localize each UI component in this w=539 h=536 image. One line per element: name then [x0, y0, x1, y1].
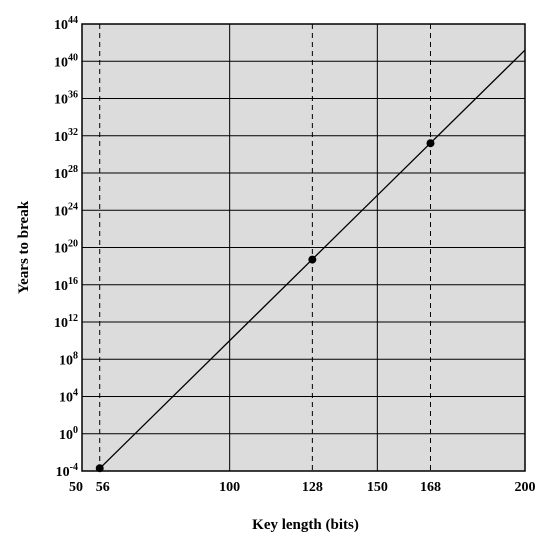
y-tick-label: 1040: [54, 52, 78, 70]
data-point: [95, 464, 104, 473]
y-tick-label: 1016: [54, 276, 78, 294]
trend-line: [96, 49, 525, 471]
x-tick-label: 150: [367, 480, 388, 495]
y-tick-label: 1028: [54, 164, 78, 182]
data-point: [308, 255, 317, 264]
x-axis-label: Key length (bits): [252, 517, 359, 533]
grid: [82, 23, 525, 472]
y-tick-label: 104: [59, 388, 78, 406]
x-tick-label: 200: [515, 480, 536, 495]
y-tick-label: 1012: [54, 313, 78, 331]
y-tick-label: 1036: [54, 90, 78, 108]
x-tick-label: 128: [302, 480, 323, 495]
x-tick-label: 100: [219, 480, 240, 495]
plot-frame: [81, 23, 526, 472]
y-tick-label: 1044: [54, 15, 78, 33]
y-tick-label: 1032: [54, 127, 78, 145]
y-tick-label: 100: [59, 425, 78, 443]
y-tick-label: 108: [59, 350, 78, 368]
series: [95, 49, 525, 473]
x-tick-label: 168: [420, 480, 441, 495]
x-tick-label: 50: [69, 480, 83, 495]
ticks: 10-4 100 104 108 1012 1016 1020 1024 1028 1032 103…: [54, 15, 536, 495]
y-tick-label: 10-4: [56, 462, 78, 480]
y-tick-label: 1024: [54, 201, 78, 219]
y-tick-label: 1020: [54, 239, 78, 257]
y-axis-label: Years to break: [16, 200, 32, 294]
x-tick-label: 56: [96, 480, 110, 495]
data-point: [426, 139, 435, 148]
